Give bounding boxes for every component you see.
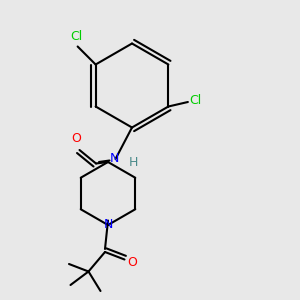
Text: Cl: Cl xyxy=(70,31,82,44)
Text: O: O xyxy=(72,133,81,146)
Text: N: N xyxy=(103,218,113,232)
Text: Cl: Cl xyxy=(189,94,202,107)
Text: O: O xyxy=(128,256,137,269)
Text: H: H xyxy=(129,155,138,169)
Text: N: N xyxy=(109,152,119,166)
